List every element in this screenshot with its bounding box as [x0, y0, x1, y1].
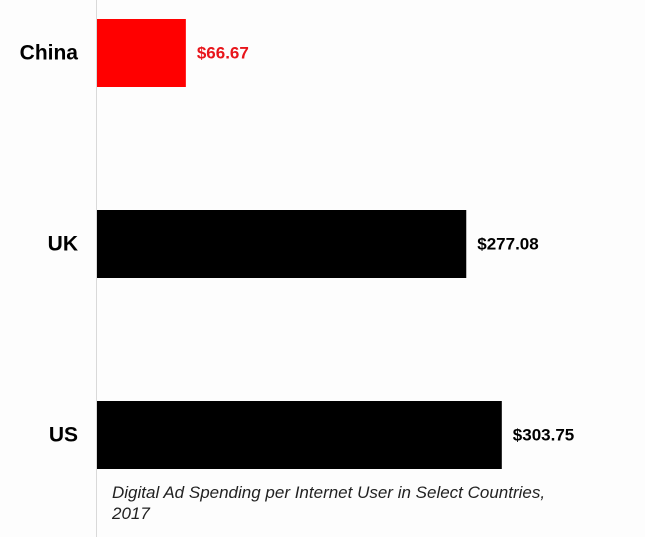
category-label-uk: UK	[48, 233, 78, 256]
category-label-us: US	[49, 424, 78, 447]
bar-us	[97, 401, 502, 469]
bar-china	[97, 19, 186, 87]
category-label-china: China	[20, 42, 79, 65]
chart-caption: Digital Ad Spending per Internet User in…	[112, 483, 546, 523]
bars-group: China $66.67 UK $277.08 US $303.75	[20, 19, 574, 469]
value-label-china: $66.67	[197, 44, 249, 63]
bar-uk	[97, 210, 467, 278]
value-label-uk: $277.08	[477, 235, 538, 254]
value-label-us: $303.75	[513, 426, 574, 445]
